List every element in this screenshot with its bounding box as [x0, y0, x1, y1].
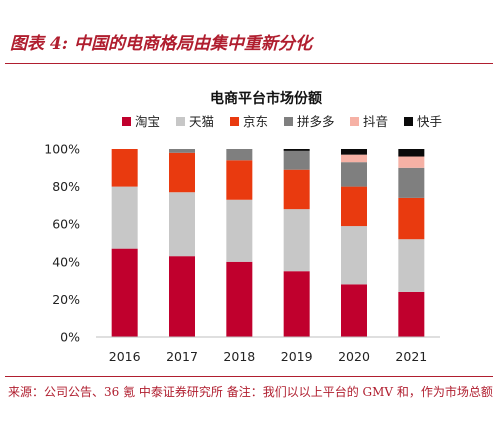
legend-item: 快手	[404, 114, 442, 129]
stacked-bar-chart: 电商平台市场份额 淘宝 天猫 京东 拼多多 抖音 快手 0% 20% 40% 60% 80% 100…	[44, 90, 442, 364]
bar-segment	[226, 160, 253, 200]
bar-segment	[341, 226, 367, 285]
bar-segment	[398, 149, 425, 157]
legend-swatch	[176, 117, 185, 126]
bar-segment	[169, 149, 195, 153]
y-tick-label: 60%	[52, 217, 80, 232]
x-tick-label: 2018	[223, 349, 255, 364]
legend-swatch	[404, 117, 413, 126]
x-axis: 2016 2017 2018 2019 2020 2021	[96, 336, 440, 364]
legend: 淘宝 天猫 京东 拼多多 抖音 快手	[122, 114, 442, 129]
bar-segment	[111, 186, 138, 249]
legend-item: 京东	[230, 114, 268, 129]
legend-label: 抖音	[363, 114, 388, 129]
y-tick-label: 0%	[60, 330, 80, 345]
source-note: 来源：公司公告、36 氪 中泰证券研究所 备注：我们以以上平台的 GMV 和，作…	[8, 385, 493, 399]
bar-segment	[283, 169, 310, 210]
bar-segment	[283, 271, 310, 337]
y-tick-label: 80%	[52, 179, 80, 194]
bar-segment	[226, 261, 253, 337]
x-tick-label: 2016	[109, 349, 141, 364]
legend-label: 拼多多	[297, 114, 335, 129]
y-tick-label: 100%	[44, 142, 80, 157]
x-tick-label: 2019	[281, 349, 313, 364]
x-tick-label: 2020	[338, 349, 370, 364]
y-tick-label: 40%	[52, 254, 80, 269]
legend-label: 天猫	[189, 114, 214, 129]
title-rule	[5, 63, 493, 64]
bar-segment	[398, 239, 425, 292]
bar-segment	[398, 197, 425, 240]
legend-label: 淘宝	[135, 114, 160, 129]
bar-segment	[111, 149, 138, 187]
legend-label: 快手	[417, 114, 442, 129]
bar-segment	[341, 186, 367, 227]
y-axis: 0% 20% 40% 60% 80% 100%	[44, 142, 80, 345]
bar-segment	[283, 209, 310, 272]
bar-segment	[341, 284, 367, 337]
legend-swatch	[284, 117, 293, 126]
legend-item: 天猫	[176, 114, 214, 129]
bar-segment	[398, 156, 425, 168]
bar-segment	[341, 154, 367, 163]
legend-swatch	[230, 117, 239, 126]
bar-segment	[169, 256, 195, 337]
legend-item: 淘宝	[122, 114, 160, 129]
chart-title: 电商平台市场份额	[210, 90, 322, 107]
bar-segment	[398, 291, 425, 337]
legend-label: 京东	[243, 114, 268, 129]
bar-segment	[283, 150, 310, 170]
bar-segment	[169, 192, 195, 257]
bar-segment	[169, 152, 195, 193]
bar-segment	[111, 248, 138, 337]
bar-segment	[226, 199, 253, 262]
legend-swatch	[122, 117, 131, 126]
source-rule	[5, 376, 493, 377]
bar-segment	[398, 167, 425, 198]
bar-segment	[283, 149, 310, 151]
legend-swatch	[350, 117, 359, 126]
y-tick-label: 20%	[52, 292, 80, 307]
x-tick-label: 2021	[395, 349, 427, 364]
bar-segment	[341, 162, 367, 187]
bar-segment	[226, 149, 253, 161]
bar-segment	[341, 149, 367, 155]
figure-title: 图表 4: 中国的电商格局由集中重新分化	[10, 34, 312, 54]
legend-item: 抖音	[350, 114, 388, 129]
bars	[111, 149, 425, 337]
legend-item: 拼多多	[284, 114, 335, 129]
x-tick-label: 2017	[166, 349, 198, 364]
